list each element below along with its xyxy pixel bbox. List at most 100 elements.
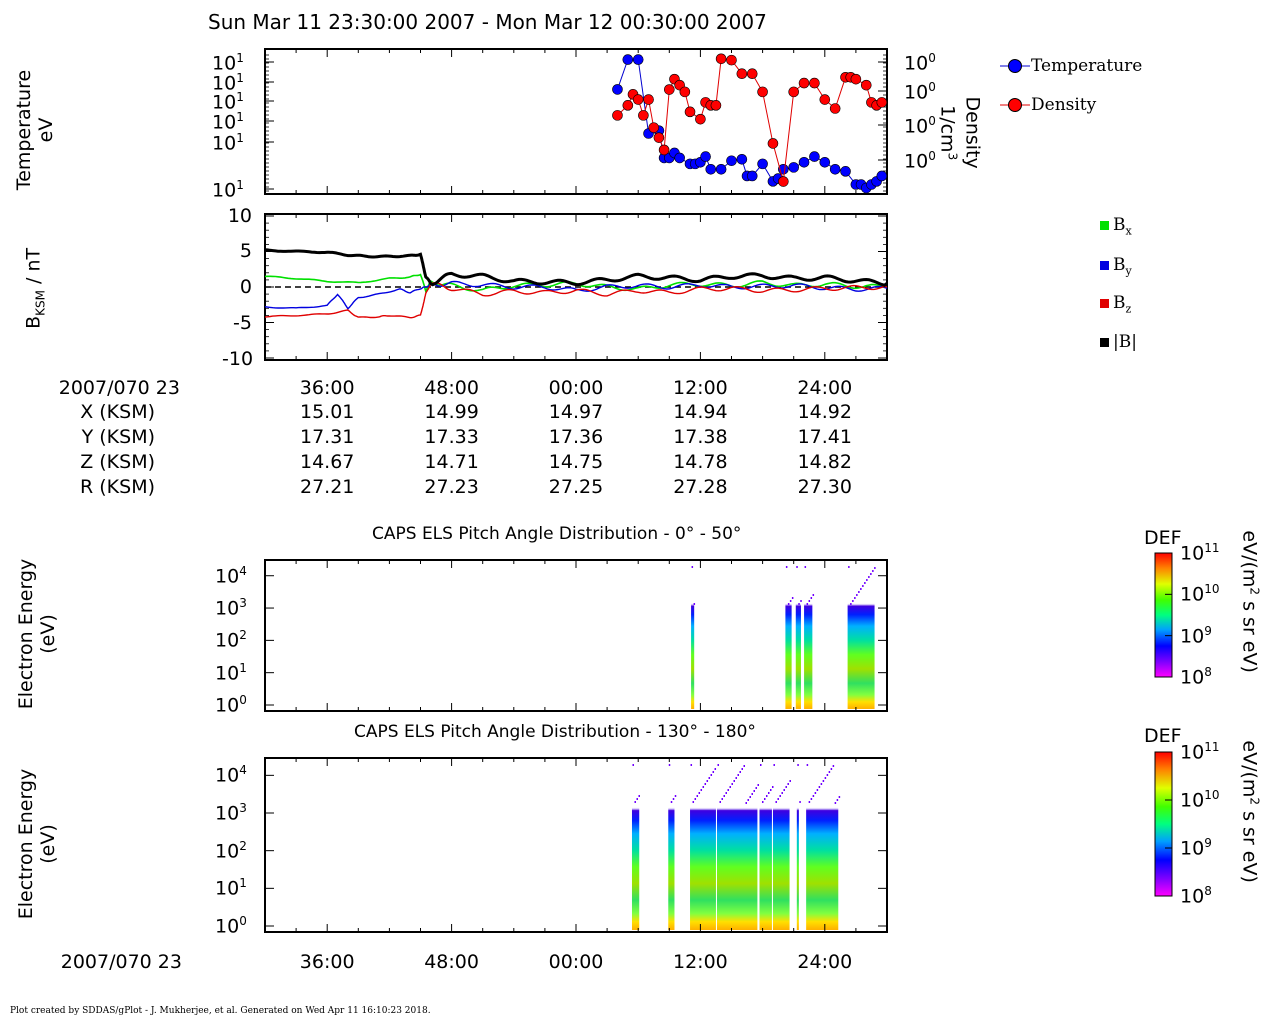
spectro2-speckle [634, 801, 636, 803]
ephemeris-value: 17.38 [673, 426, 728, 448]
temperature-point [736, 153, 748, 165]
spectro1-energy-tick-label: 104 [215, 563, 247, 588]
spectro2-speckle [799, 801, 801, 803]
temperature-point [829, 164, 841, 175]
spectro2-speckle [838, 796, 841, 798]
ephemeris-label: Y (KSM) [81, 426, 155, 448]
temperature-point [809, 151, 820, 162]
colorbar-1 [1154, 552, 1173, 678]
ephemeris-value: 17.33 [424, 426, 479, 448]
time-label: 00:00 [548, 377, 604, 399]
spectro1-speckle [872, 570, 874, 572]
temperature-point [757, 158, 768, 170]
spectro2-speckle [773, 764, 775, 766]
spectro1-data-block [804, 566, 813, 709]
ephemeris-value: 14.99 [424, 401, 479, 423]
spectro1-data [265, 566, 887, 709]
spectro2-energy-tick-label: 104 [215, 763, 247, 787]
spectro2-speckle [769, 789, 772, 791]
colorbar-2 [1154, 751, 1173, 897]
colorbar-tick-label: 109 [1180, 623, 1212, 647]
spectro2-speckle [668, 764, 671, 766]
density-point [643, 94, 654, 105]
spectro2-speckle [789, 780, 791, 782]
temperature-point [674, 152, 685, 164]
ephemeris-value: 27.28 [673, 476, 728, 498]
spectro2-speckle [745, 802, 747, 804]
spectro1-data-block [847, 566, 875, 709]
legend-by-sub: y [1125, 264, 1132, 278]
spectro2-speckle [735, 777, 737, 779]
density-unit: 1/cm [936, 105, 959, 153]
ephemeris-value: 14.94 [673, 401, 728, 423]
spectro2-data-block [716, 764, 758, 930]
legend-bx: Bx [1100, 215, 1132, 237]
temperature-point [700, 151, 711, 162]
legend-bmag: |B| [1100, 332, 1137, 352]
spectro2-speckle [708, 777, 711, 779]
spectro2-speckle [672, 798, 675, 800]
spectro1-speckle [870, 573, 872, 575]
bfield-ylabel: BKSM / nT [23, 218, 48, 358]
spectro2-speckle [824, 777, 827, 779]
spectro2-speckle [747, 799, 749, 801]
colorbar-tick-label: 1011 [1180, 740, 1220, 764]
temperature-point [876, 170, 888, 182]
spectro2-data-block [668, 764, 675, 930]
ephemeris-value: 14.78 [673, 451, 728, 473]
spectro2-speckle [719, 801, 721, 803]
colorbar-tick-label: 1011 [1180, 541, 1220, 565]
density-point [746, 68, 758, 80]
date-label-bottom: 2007/070 23 [60, 951, 182, 973]
spectro2-speckle [826, 774, 829, 776]
spectro2-speckle [775, 801, 777, 803]
bmag-swatch [1100, 338, 1109, 347]
legend-bz-base: B [1113, 293, 1126, 313]
colorbar1-unit: eV/(m2 s sr eV) [1238, 512, 1261, 692]
spectro2-speckle [737, 774, 739, 776]
ephemeris-label: Z (KSM) [80, 451, 155, 473]
colorbar-ticks [1165, 552, 1172, 897]
spectro2-speckle [704, 783, 707, 785]
time-ticks [295, 49, 857, 932]
spectro2-speckle [797, 764, 799, 766]
spectro2-speckle [767, 792, 770, 794]
spectro2-speckle [832, 765, 835, 767]
density-point [612, 110, 623, 121]
bfield-series-bx [264, 273, 888, 294]
density-point [632, 94, 644, 105]
spectro2-speckle [723, 795, 725, 797]
spectro2-energy-tick-label: 101 [215, 876, 247, 900]
spectro2-energy-tick-label: 100 [215, 914, 247, 938]
spectro2-speckle [812, 795, 815, 797]
bfield-tick-minus5: -5 [233, 312, 252, 334]
spectro2-speckle [741, 768, 743, 770]
ephemeris-value: 27.23 [424, 476, 479, 498]
density-point [648, 122, 660, 133]
spectro2-speckle [779, 795, 781, 797]
spectro2-speckle [808, 801, 811, 803]
density-ylabel: Density 1/cm3 [936, 68, 983, 198]
spectro2-data-block [690, 764, 716, 930]
bfield-series-magbmag [264, 248, 888, 287]
temperature-point [612, 84, 623, 95]
spectro2-speckle [822, 780, 825, 782]
spectro2-speckle [749, 796, 751, 798]
density-unit-exp: 3 [945, 152, 960, 161]
spectro2-speckle [765, 795, 768, 797]
temperature-point [632, 54, 644, 65]
legend-bz: Bz [1100, 293, 1131, 315]
time-label: 12:00 [673, 377, 728, 399]
density-point [860, 79, 872, 91]
bz-swatch [1100, 299, 1109, 308]
spectro1-speckle [874, 567, 876, 569]
spectro1-speckle [691, 566, 694, 568]
time-label: 12:00 [673, 951, 728, 973]
legend-bz-sub: z [1125, 302, 1132, 316]
spectro2-speckle [836, 799, 839, 801]
spectro2-speckle [698, 792, 701, 794]
density-point [757, 86, 768, 98]
spectro1-speckle [856, 594, 858, 596]
spectro2-speckle [777, 798, 779, 800]
density-point [819, 94, 831, 105]
